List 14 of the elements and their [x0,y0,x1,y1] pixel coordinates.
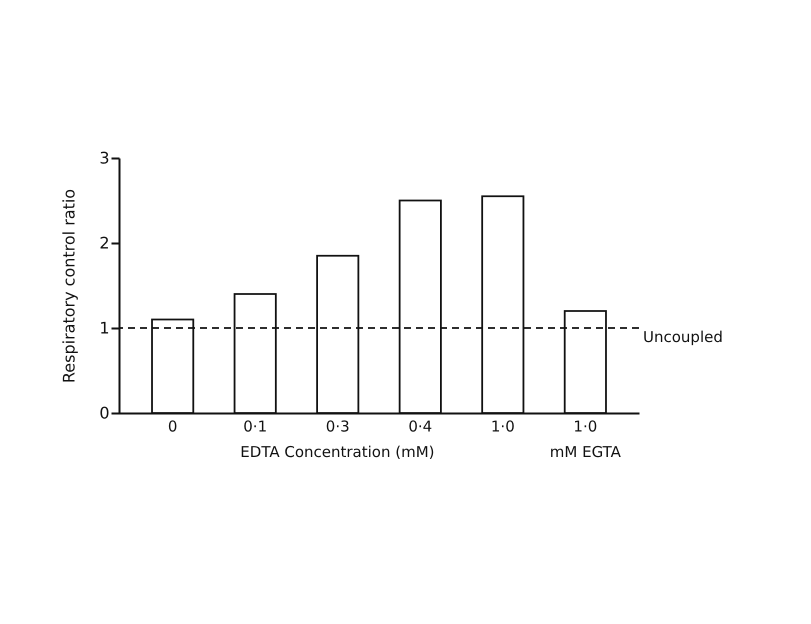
y-axis-title: Respiratory control ratio [59,188,78,384]
y-tick-label: 0 [99,404,110,422]
x-tick-label: 0·3 [326,418,350,436]
x-tick-label: 1·0 [573,418,598,436]
y-tick-label: 2 [99,234,110,252]
x-axis-title: EDTA Concentration (mM) [240,443,434,461]
x-tick-label: 0·1 [243,418,268,436]
x-tick-label: 1·0 [490,418,515,436]
y-tick-label: 3 [99,148,110,168]
y-tick-label: 1 [99,318,110,338]
x-tick-label: 0 [168,418,178,436]
x-tick-label: 0·4 [408,418,432,436]
ref-line-label: Uncoupled [643,328,723,346]
text: mM EGTA [550,443,622,461]
